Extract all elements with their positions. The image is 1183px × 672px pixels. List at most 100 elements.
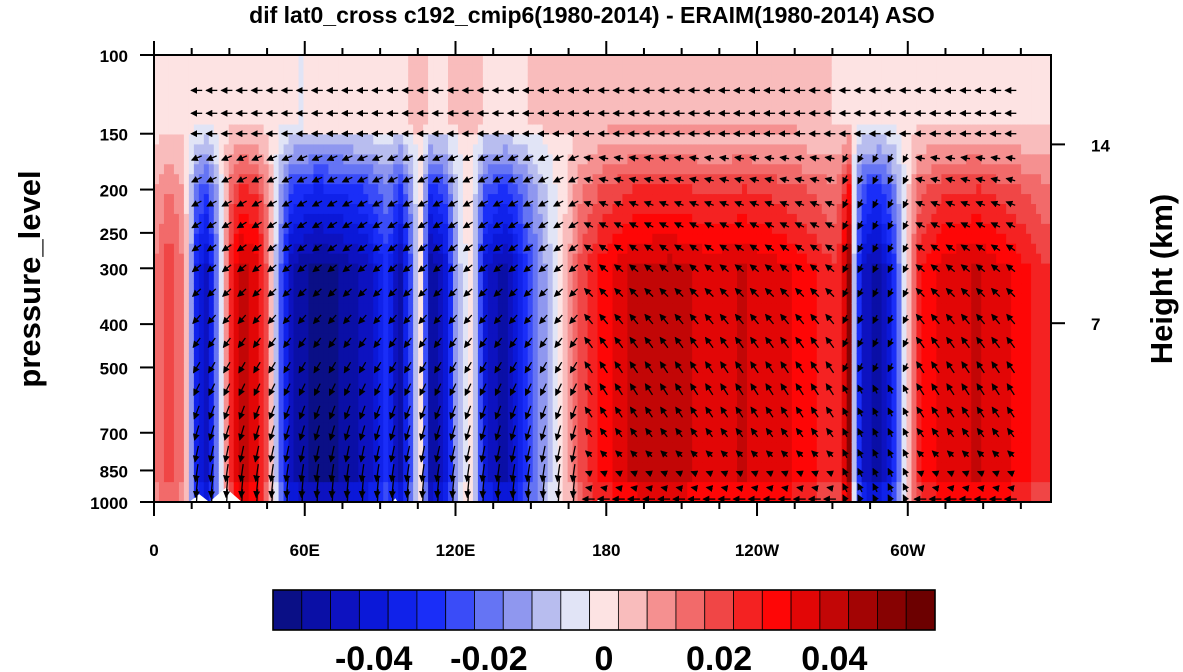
field-cell: [477, 233, 484, 245]
field-cell: [542, 184, 549, 195]
field-cell: [283, 55, 290, 66]
field-cell: [198, 313, 205, 324]
field-cell: [403, 382, 409, 394]
field-cell: [592, 462, 599, 473]
field-cell: [233, 55, 240, 66]
field-cell: [482, 462, 489, 473]
field-cell: [622, 94, 629, 106]
field-cell: [687, 422, 693, 434]
field-cell: [612, 213, 619, 225]
field-cell: [154, 124, 160, 136]
field-cell: [552, 303, 559, 314]
field-cell: [213, 114, 220, 126]
field-cell: [158, 134, 165, 145]
field-cell: [178, 174, 185, 185]
field-cell: [667, 303, 673, 314]
field-cell: [223, 382, 230, 394]
field-cell: [537, 124, 544, 136]
field-cell: [303, 382, 310, 394]
field-cell: [433, 402, 439, 414]
field-cell: [682, 432, 688, 443]
field-cell: [562, 412, 569, 424]
field-cell: [218, 442, 225, 453]
field-cell: [657, 422, 663, 434]
field-cell: [273, 412, 280, 424]
field-cell: [562, 333, 569, 344]
field-cell: [298, 442, 305, 453]
field-cell: [218, 343, 225, 354]
field-cell: [637, 442, 643, 453]
field-cell: [263, 94, 270, 106]
field-cell: [203, 55, 210, 66]
field-cell: [582, 154, 589, 165]
field-cell: [158, 263, 165, 275]
field-cell: [582, 412, 589, 424]
field-cell: [562, 442, 569, 453]
field-cell: [383, 134, 389, 145]
field-cell: [477, 184, 484, 195]
field-cell: [258, 194, 265, 205]
field-cell: [443, 104, 449, 116]
field-cell: [637, 333, 643, 344]
field-cell: [612, 303, 619, 314]
field-cell: [163, 452, 170, 463]
field-cell: [622, 472, 629, 483]
field-cell: [482, 154, 489, 165]
field-cell: [228, 452, 235, 463]
field-cell: [457, 154, 464, 165]
field-cell: [303, 124, 310, 136]
field-cell: [587, 353, 594, 364]
field-cell: [472, 184, 479, 195]
field-cell: [178, 442, 185, 453]
field-cell: [622, 362, 629, 374]
field-cell: [213, 382, 220, 394]
field-cell: [642, 293, 648, 304]
field-cell: [163, 293, 170, 304]
field-cell: [682, 174, 688, 185]
field-cell: [158, 74, 165, 86]
field-cell: [457, 283, 464, 294]
field-cell: [154, 104, 160, 116]
field-cell: [413, 233, 419, 245]
field-cell: [462, 353, 469, 364]
field-cell: [433, 372, 439, 384]
field-cell: [303, 263, 310, 275]
field-cell: [154, 432, 160, 443]
field-cell: [303, 283, 310, 294]
field-cell: [667, 442, 673, 453]
field-cell: [632, 134, 638, 145]
field-cell: [707, 55, 713, 66]
field-cell: [198, 472, 205, 483]
field-cell: [637, 94, 643, 106]
field-cell: [687, 343, 693, 354]
field-cell: [652, 84, 658, 96]
field-cell: [502, 482, 509, 493]
field-cell: [193, 462, 200, 473]
field-cell: [353, 154, 359, 165]
field-cell: [647, 462, 653, 473]
field-cell: [667, 124, 673, 136]
field-cell: [233, 402, 240, 414]
field-cell: [527, 253, 534, 265]
field-cell: [348, 184, 354, 195]
field-cell: [333, 174, 339, 185]
field-cell: [692, 273, 698, 285]
field-cell: [433, 392, 439, 404]
field-cell: [537, 372, 544, 384]
field-cell: [547, 223, 554, 235]
field-cell: [542, 164, 549, 175]
field-cell: [398, 104, 404, 116]
field-cell: [388, 223, 394, 235]
field-cell: [607, 462, 614, 473]
field-cell: [522, 144, 529, 155]
field-cell: [238, 372, 245, 384]
field-cell: [323, 114, 330, 126]
field-cell: [597, 213, 604, 225]
field-cell: [532, 55, 539, 66]
field-cell: [602, 104, 609, 116]
field-cell: [637, 353, 643, 364]
field-cell: [572, 293, 579, 304]
field-cell: [502, 333, 509, 344]
field-cell: [213, 223, 220, 235]
field-cell: [303, 343, 310, 354]
